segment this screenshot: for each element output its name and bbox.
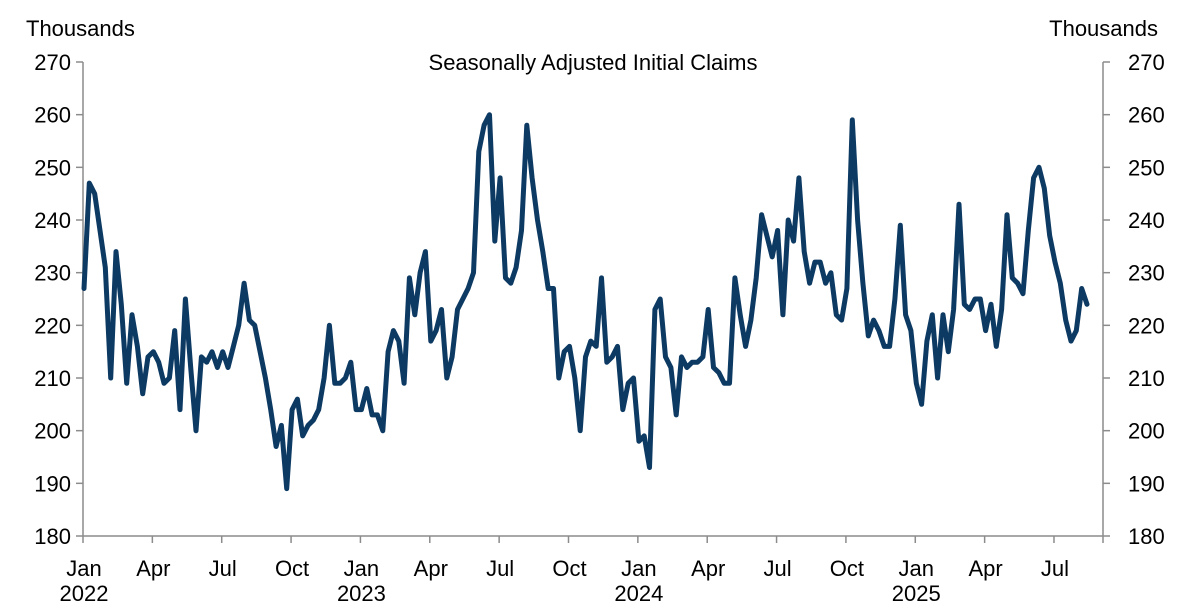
left-y-tick-label: 240 — [34, 208, 71, 233]
right-y-tick-label: 240 — [1128, 208, 1165, 233]
x-tick-label-month: Jan — [66, 556, 101, 581]
right-axis-unit-label: Thousands — [1049, 16, 1158, 41]
right-y-tick-label: 250 — [1128, 155, 1165, 180]
right-y-tick-label: 210 — [1128, 366, 1165, 391]
x-tick-label-month: Jan — [621, 556, 656, 581]
series-line-initial-claims — [81, 112, 1090, 492]
left-y-tick-label: 250 — [34, 155, 71, 180]
left-axis-unit-label: Thousands — [26, 16, 135, 41]
x-tick-label-month: Jul — [209, 556, 237, 581]
left-y-tick-label: 180 — [34, 524, 71, 549]
x-tick-label-month: Oct — [552, 556, 586, 581]
x-tick-label-month: Oct — [275, 556, 309, 581]
x-tick-label-month: Jan — [899, 556, 934, 581]
right-y-tick-label: 220 — [1128, 313, 1165, 338]
right-y-tick-label: 270 — [1128, 50, 1165, 75]
x-tick-label-month: Apr — [414, 556, 448, 581]
right-y-tick-label: 200 — [1128, 419, 1165, 444]
x-tick-label-year: 2024 — [614, 581, 663, 606]
x-tick-label-year: 2025 — [892, 581, 941, 606]
axis-ticks-group: 180 180 190 190 200 200 210 210 220 220 230 230 240 2… — [34, 50, 1164, 606]
left-y-tick-label: 210 — [34, 366, 71, 391]
left-y-tick-label: 190 — [34, 471, 71, 496]
x-tick-label-year: 2022 — [60, 581, 109, 606]
right-y-tick-label: 260 — [1128, 103, 1165, 128]
x-tick-label-year: 2023 — [337, 581, 386, 606]
left-y-tick-label: 220 — [34, 313, 71, 338]
x-tick-label-month: Apr — [969, 556, 1003, 581]
x-tick-label-month: Jul — [486, 556, 514, 581]
x-tick-label-month: Apr — [691, 556, 725, 581]
x-tick-label-month: Jan — [344, 556, 379, 581]
x-tick-label-month: Apr — [136, 556, 170, 581]
x-tick-label-month: Jul — [764, 556, 792, 581]
chart-title: Seasonally Adjusted Initial Claims — [429, 50, 758, 75]
right-y-tick-label: 190 — [1128, 471, 1165, 496]
x-tick-label-month: Jul — [1041, 556, 1069, 581]
left-y-tick-label: 260 — [34, 103, 71, 128]
series-group — [81, 112, 1090, 492]
left-y-tick-label: 270 — [34, 50, 71, 75]
left-y-tick-label: 230 — [34, 261, 71, 286]
right-y-tick-label: 230 — [1128, 261, 1165, 286]
right-y-tick-label: 180 — [1128, 524, 1165, 549]
left-y-tick-label: 200 — [34, 419, 71, 444]
x-tick-label-month: Oct — [830, 556, 864, 581]
